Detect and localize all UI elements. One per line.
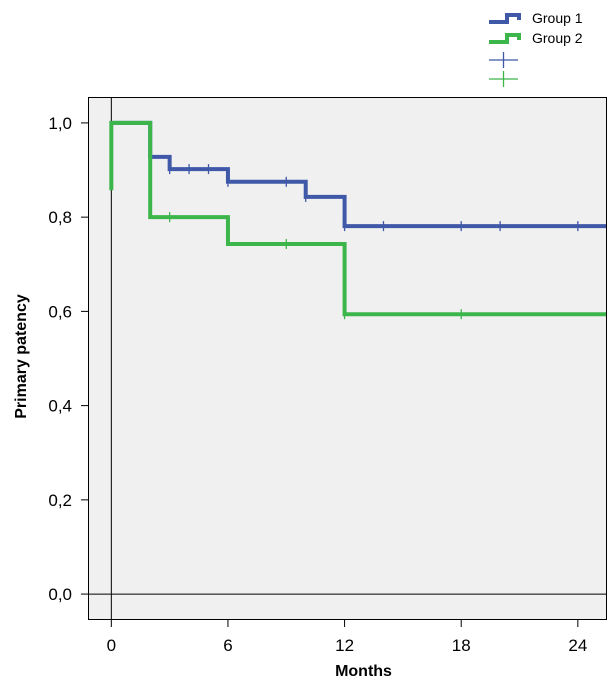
legend: Group 1 Group 2 <box>489 10 583 87</box>
y-tick-label: 0,8 <box>48 208 72 227</box>
series-2 <box>109 120 607 320</box>
x-axis-title: Months <box>335 663 392 679</box>
y-tick-label: 0,4 <box>48 397 72 416</box>
x-tick-label: 12 <box>335 636 354 655</box>
y-tick-label: 1,0 <box>48 114 72 133</box>
x-tick-label: 18 <box>452 636 471 655</box>
y-tick-label: 0,6 <box>48 302 72 321</box>
legend-swatch-line <box>489 33 521 44</box>
legend-swatch-line <box>489 13 521 24</box>
y-tick-label: 0,0 <box>48 585 72 604</box>
legend-label: Group 2 <box>532 30 583 46</box>
x-tick-label: 0 <box>107 636 116 655</box>
y-tick-label: 0,2 <box>48 491 72 510</box>
plot-background <box>88 97 607 620</box>
axes: 0 6 12 18 24 0,0 0,2 0,4 0,6 0,8 1,0 <box>48 114 587 655</box>
series-layer <box>109 120 607 320</box>
y-axis-title: Primary patency <box>13 294 30 419</box>
x-tick-label: 24 <box>568 636 587 655</box>
legend-label: Group 1 <box>532 10 583 26</box>
x-tick-label: 6 <box>223 636 232 655</box>
series-line <box>109 120 607 317</box>
